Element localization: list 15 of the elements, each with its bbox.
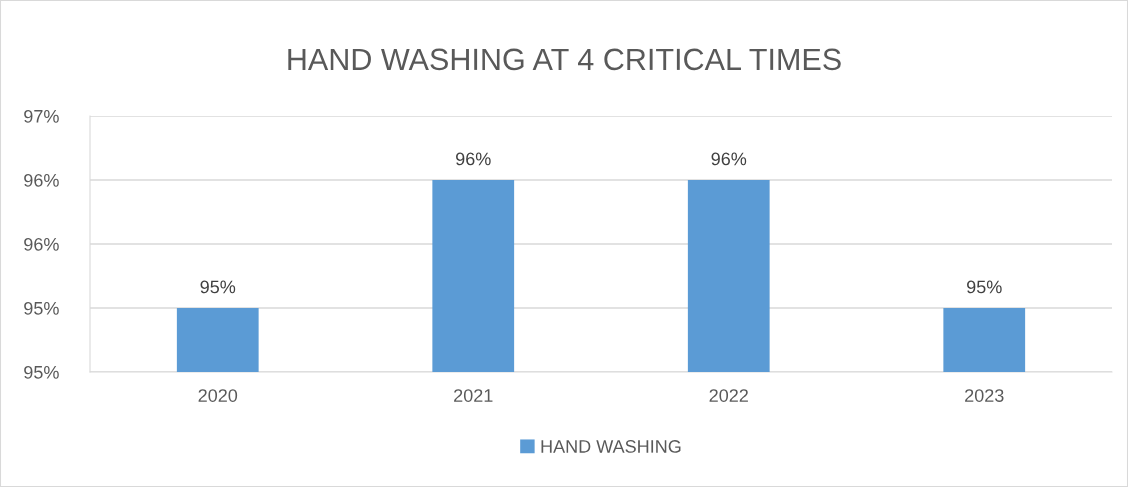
data-label: 95% bbox=[200, 280, 236, 294]
legend-label: HAND WASHING bbox=[541, 440, 681, 453]
data-label: 95% bbox=[967, 280, 1002, 294]
x-tick-label: 2023 bbox=[965, 389, 1004, 402]
data-label: 96% bbox=[456, 152, 491, 166]
y-tick-label: 95% bbox=[24, 301, 59, 315]
y-tick-label: 97% bbox=[24, 109, 59, 123]
x-tick-label: 2022 bbox=[709, 389, 748, 402]
chart-title: HAND WASHING AT 4 CRITICAL TIMES bbox=[288, 48, 841, 71]
y-tick-label: 96% bbox=[24, 237, 59, 251]
x-tick-label: 2020 bbox=[198, 389, 238, 402]
y-tick-label: 96% bbox=[24, 173, 59, 187]
y-tick-label: 95% bbox=[24, 365, 59, 379]
x-tick-label: 2021 bbox=[454, 389, 493, 402]
data-label: 96% bbox=[711, 152, 747, 166]
